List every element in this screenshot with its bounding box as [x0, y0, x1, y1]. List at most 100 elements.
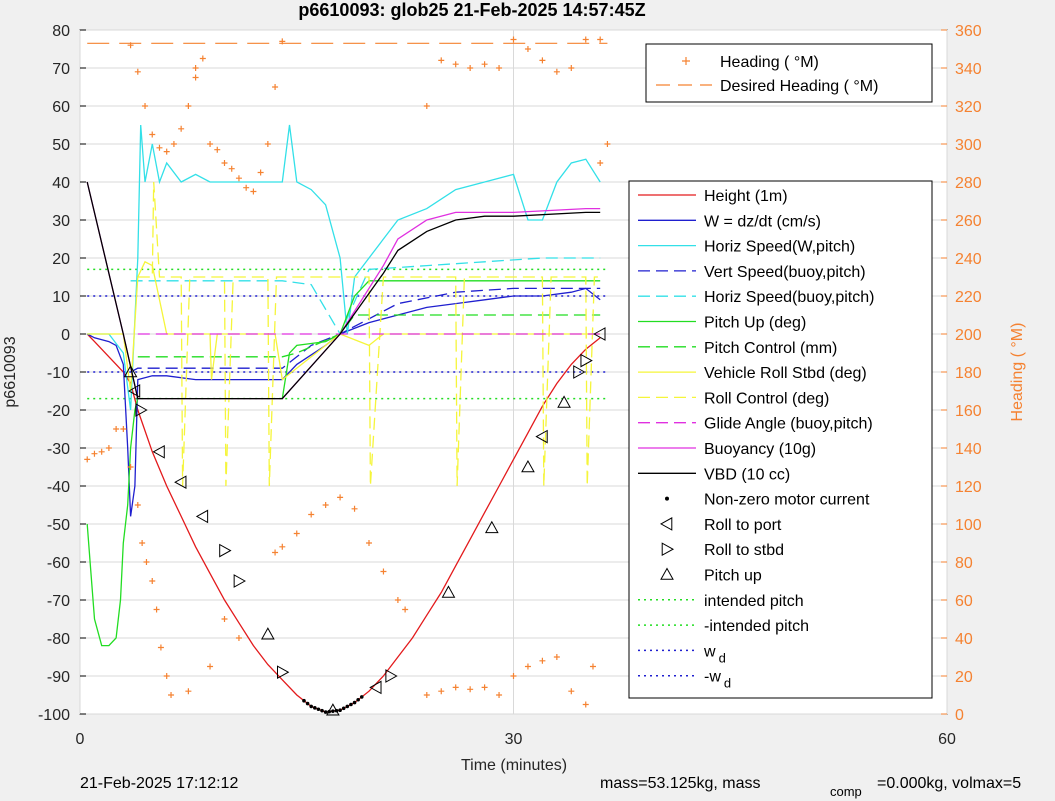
- y-tick-label-left: -40: [47, 479, 70, 496]
- heading-point: [452, 684, 459, 691]
- heading-point: [366, 540, 372, 546]
- heading-point: [322, 502, 329, 508]
- footer-mass: mass=53.125kg, mass: [600, 775, 761, 792]
- legend-label: Horiz Speed(buoy,pitch): [704, 289, 874, 306]
- heading-point: [235, 175, 242, 182]
- heading-point: [582, 36, 589, 43]
- y-tick-label-right: 180: [955, 365, 982, 382]
- heading-point: [553, 654, 560, 660]
- heading-point: [149, 578, 156, 584]
- heading-point: [568, 65, 575, 71]
- heading-point: [582, 701, 589, 708]
- roll-port-marker: [593, 327, 606, 341]
- motor-current-dot: [316, 707, 321, 712]
- heading-point: [157, 644, 164, 651]
- footer-mass-subscript: comp: [830, 784, 862, 799]
- heading-point: [207, 663, 214, 670]
- x-tick-label: 60: [938, 731, 956, 748]
- y-tick-label-right: 260: [955, 213, 982, 230]
- heading-point: [134, 502, 141, 508]
- motor-current-dot: [341, 706, 346, 711]
- legend-swatch-pitch-up: [660, 567, 674, 580]
- legend-swatch-dot: [665, 496, 669, 501]
- heading-point: [143, 559, 150, 565]
- heading-point: [98, 448, 105, 455]
- legend-label: Vehicle Roll Stbd (deg): [704, 365, 867, 382]
- motor-current-dot: [313, 706, 317, 710]
- heading-point: [597, 36, 604, 43]
- y-tick-label-right: 360: [955, 23, 982, 40]
- heading-point: [589, 663, 596, 670]
- legend-label: Horiz Speed(W,pitch): [704, 239, 855, 256]
- legend-swatch-roll-stbd: [661, 542, 675, 557]
- footer-timestamp: 21-Feb-2025 17:12:12: [80, 775, 238, 792]
- series-line: [137, 314, 601, 358]
- axes-layer: 80706050403020100-10-20-30-40-50-60-70-8…: [38, 23, 982, 748]
- y-tick-label-right: 220: [955, 289, 982, 306]
- legend-label: Heading ( °M): [720, 54, 819, 71]
- heading-point: [185, 103, 192, 109]
- heading-point: [496, 65, 503, 71]
- motor-current-dot: [305, 701, 310, 706]
- heading-point: [423, 103, 430, 109]
- heading-point: [402, 606, 409, 613]
- heading-point: [207, 141, 214, 147]
- y-tick-label-right: 140: [955, 441, 982, 458]
- legend-label: Roll to stbd: [704, 542, 784, 559]
- roll-stbd-marker: [580, 353, 593, 368]
- roll-stbd-marker: [277, 665, 290, 680]
- heading-point: [163, 673, 170, 679]
- series-line: [86, 287, 601, 517]
- heading-point: [214, 146, 221, 153]
- legend-label-subscript: d: [719, 650, 726, 665]
- motor-current-dot: [356, 697, 360, 702]
- y-tick-label-left: -50: [47, 517, 70, 534]
- y-axis-left-label: p6610093: [2, 336, 19, 407]
- pitch-up-marker: [521, 459, 535, 473]
- heading-point: [423, 692, 430, 698]
- y-tick-label-right: 280: [955, 175, 982, 192]
- legend-label: Glide Angle (buoy,pitch): [704, 416, 873, 433]
- series-line: [87, 124, 601, 411]
- heading-point: [221, 160, 228, 166]
- y-tick-label-right: 40: [955, 631, 973, 648]
- legend-label: Pitch up: [704, 568, 762, 585]
- legend-main: Height (1m) W = dz/dt (cm/s) Horiz Speed(W…: [628, 180, 933, 699]
- heading-point: [279, 38, 286, 45]
- y-tick-label-right: 200: [955, 327, 982, 344]
- heading-point: [142, 103, 149, 109]
- pitch-up-marker: [261, 627, 275, 640]
- heading-point: [272, 549, 279, 556]
- heading-point: [568, 688, 575, 695]
- heading-point: [199, 55, 206, 62]
- heading-point: [170, 141, 177, 147]
- heading-point: [178, 125, 185, 132]
- legend-label: Height (1m): [704, 188, 788, 205]
- y-tick-label-right: 100: [955, 517, 982, 534]
- legend-label: VBD (10 cc): [704, 466, 790, 483]
- y-tick-label-right: 60: [955, 593, 973, 610]
- y-tick-label-left: 60: [52, 99, 70, 116]
- heading-point: [120, 426, 127, 432]
- heading-point: [539, 57, 546, 64]
- motor-current-dot: [309, 704, 314, 709]
- y-tick-label-left: 70: [52, 61, 70, 78]
- series-line: [86, 181, 601, 400]
- y-tick-label-left: -100: [38, 707, 70, 724]
- heading-point: [139, 540, 146, 546]
- legend-label: Desired Heading ( °M): [720, 78, 878, 95]
- motor-current-dot: [320, 708, 324, 713]
- y-tick-label-left: 20: [52, 251, 70, 268]
- y-tick-label-left: -60: [47, 555, 70, 572]
- motor-current-dot: [349, 702, 353, 707]
- x-tick-label: 0: [76, 731, 85, 748]
- heading-point: [84, 456, 91, 463]
- y-tick-label-left: 40: [52, 175, 70, 192]
- heading-point: [192, 65, 199, 71]
- legend-label: Buoyancy (10g): [704, 441, 816, 458]
- motor-current-dot: [331, 709, 335, 713]
- legend-label: Roll Control (deg): [704, 390, 829, 407]
- heading-point: [438, 688, 445, 695]
- heading-point: [149, 131, 156, 138]
- roll-port-marker: [535, 429, 548, 444]
